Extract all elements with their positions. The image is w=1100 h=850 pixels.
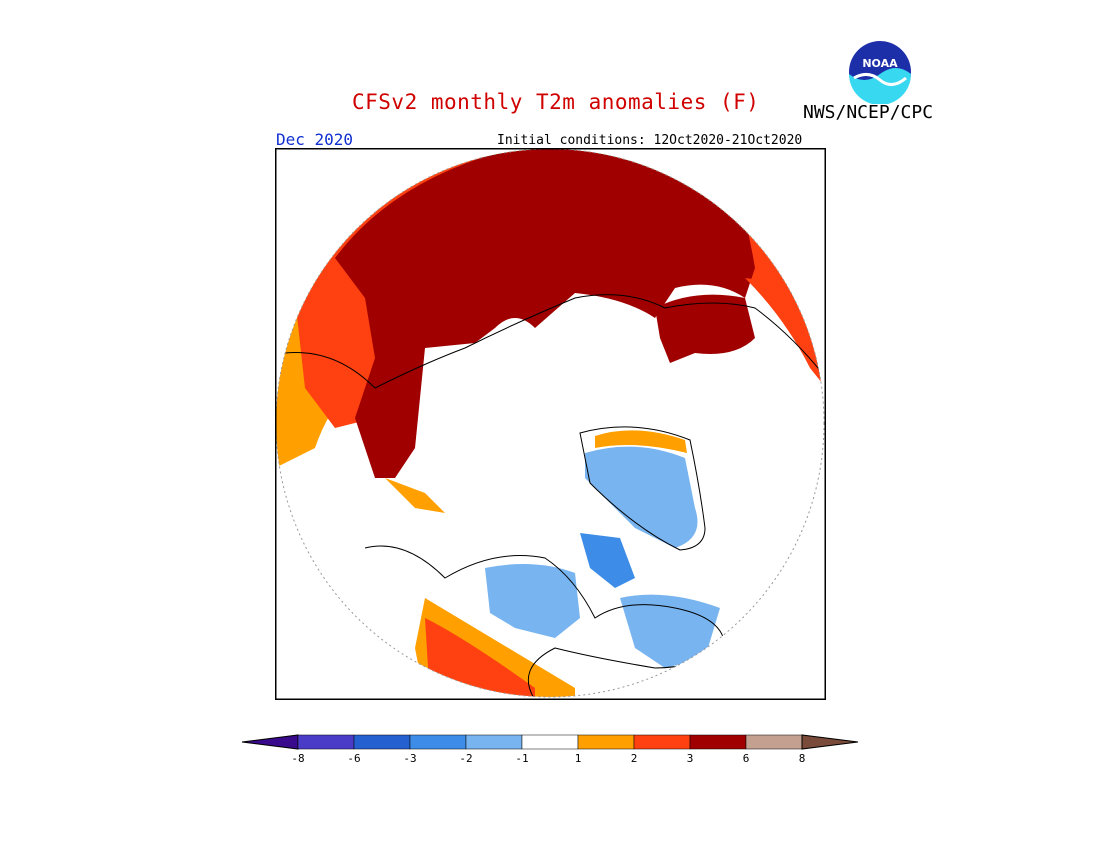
- colorbar-tick-label: -8: [291, 752, 304, 765]
- coastline-greenland: [579, 426, 706, 551]
- logo-text: NOAA: [862, 57, 898, 70]
- colorbar-arrow-low: [241, 734, 299, 750]
- colorbar-arrow-high: [801, 734, 859, 750]
- colorbar-box: [577, 734, 635, 750]
- map-title: CFSv2 monthly T2m anomalies (F): [352, 90, 760, 114]
- colorbar-tick-label: -1: [515, 752, 528, 765]
- colorbar-tick-label: 2: [631, 752, 638, 765]
- colorbar-box: [409, 734, 467, 750]
- noaa-logo: NOAA: [849, 41, 911, 104]
- colorbar-box: [633, 734, 691, 750]
- anomaly-region-greenland-north-warm: [595, 430, 687, 453]
- colorbar-box: [521, 734, 579, 750]
- forecast-month: Dec 2020: [276, 130, 354, 149]
- colorbar-tick-label: -2: [459, 752, 472, 765]
- colorbar-box: [689, 734, 747, 750]
- coastline-eurasia: [284, 294, 824, 389]
- colorbar-tick-label: 8: [799, 752, 806, 765]
- agency-label: NWS/NCEP/CPC: [803, 102, 934, 123]
- colorbar-tick-label: 3: [687, 752, 694, 765]
- colorbar: -8 -6 -3 -2 -1 1 2 3 6 8: [241, 734, 859, 765]
- anomaly-region-canada-colder: [580, 533, 635, 588]
- anomaly-region-greenland-cool: [585, 446, 698, 548]
- colorbar-box: [353, 734, 411, 750]
- anomaly-region-canada-cool: [485, 564, 580, 638]
- colorbar-tick-label: -6: [347, 752, 360, 765]
- coastline-north-america: [364, 545, 726, 697]
- colorbar-box: [745, 734, 803, 750]
- anomaly-region-scandinavia-hot: [655, 294, 755, 363]
- initial-conditions: Initial conditions: 12Oct2020-21Oct2020: [497, 133, 803, 148]
- colorbar-tick-label: 1: [575, 752, 582, 765]
- anomaly-region-siberia-hot: [335, 149, 755, 478]
- colorbar-tick-label: -3: [403, 752, 416, 765]
- anomaly-region-alaska-warm: [385, 478, 445, 513]
- colorbar-box: [465, 734, 523, 750]
- colorbar-box: [297, 734, 355, 750]
- colorbar-tick-label: 6: [743, 752, 750, 765]
- polar-anomaly-map: [275, 148, 826, 700]
